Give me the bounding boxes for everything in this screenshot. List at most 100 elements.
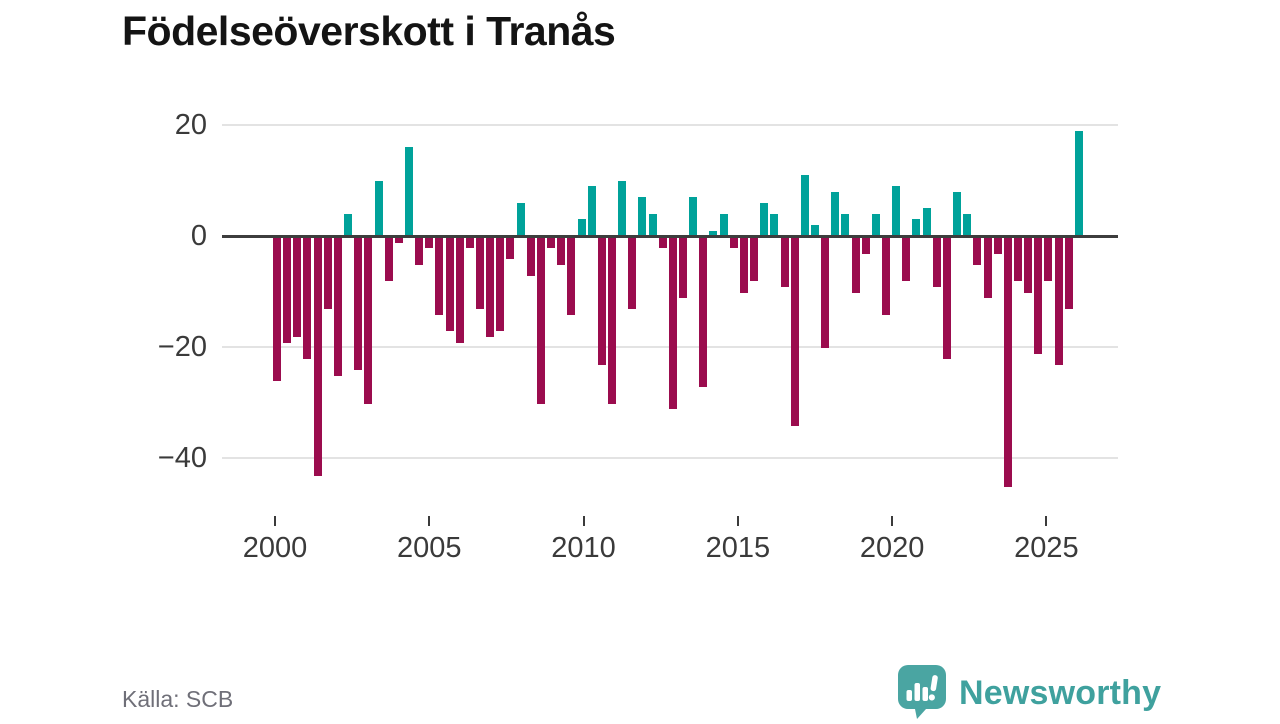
bar (547, 236, 556, 249)
bar (607, 236, 616, 404)
bar (597, 236, 606, 365)
page-title: Födelseöverskott i Tranås (122, 8, 616, 54)
bar (770, 213, 779, 237)
x-tick-mark (582, 516, 585, 526)
x-tick-label-2015: 2015 (705, 532, 771, 564)
bar (719, 213, 728, 237)
bar (384, 236, 393, 282)
x-tick-label-2010: 2010 (551, 532, 616, 564)
bar (851, 236, 860, 293)
bar (668, 236, 677, 410)
bar (942, 236, 951, 360)
bar (1054, 236, 1063, 365)
bar (932, 236, 941, 288)
bar (993, 236, 1002, 254)
bar (882, 236, 890, 315)
bar (557, 236, 566, 265)
x-tick-mark (736, 516, 739, 526)
bar (750, 236, 759, 282)
bar (516, 202, 525, 237)
bar (1074, 130, 1083, 237)
x-tick-mark (428, 516, 431, 526)
bar (394, 236, 403, 243)
brand-footer: Newsworthy (896, 663, 1161, 724)
bar (1044, 236, 1053, 282)
y-tick-label: −20 (157, 331, 207, 364)
bar (455, 236, 464, 343)
bar (800, 175, 809, 237)
bar (618, 180, 627, 237)
bar (313, 236, 322, 476)
bar (354, 236, 363, 371)
bar (1003, 236, 1012, 487)
source-note: Källa: SCB (122, 686, 234, 712)
y-tick-label: 0 (190, 220, 207, 253)
bar (831, 191, 840, 237)
bar (333, 236, 342, 376)
bar (577, 219, 586, 237)
bar (425, 236, 434, 249)
bar (486, 236, 495, 337)
bar (323, 236, 332, 310)
bar (648, 213, 657, 237)
speech-bubble-shape (898, 665, 946, 719)
bar (415, 236, 424, 265)
brand-name: Newsworthy (959, 674, 1162, 712)
bar (1034, 236, 1043, 354)
bar (536, 236, 545, 404)
bar (821, 236, 830, 349)
bar (364, 236, 373, 404)
bar-series (272, 114, 1084, 502)
bar (1013, 236, 1022, 282)
x-tick-mark (274, 516, 276, 526)
bar (1064, 236, 1073, 310)
bar (1024, 236, 1033, 293)
bar (780, 236, 789, 288)
bar (344, 213, 353, 237)
bar (902, 236, 911, 282)
bar (810, 225, 819, 237)
bar (445, 236, 454, 332)
bar (658, 236, 667, 249)
gridline-20 (222, 124, 1118, 127)
x-tick-mark (1045, 516, 1048, 526)
bar (729, 236, 738, 249)
bar (963, 213, 972, 237)
bar (973, 236, 982, 265)
bar (699, 236, 708, 387)
mini-bar-chart-glyph (906, 675, 938, 701)
y-tick-label: −40 (157, 442, 207, 475)
bar-chart-plot-area (222, 114, 1118, 502)
bar (283, 236, 292, 343)
x-tick-label-2005: 2005 (397, 532, 462, 564)
bar (404, 147, 413, 237)
bar (861, 236, 870, 254)
bar (465, 236, 474, 249)
bar (293, 236, 302, 337)
bar (709, 230, 718, 237)
bar (476, 236, 484, 310)
x-tick-mark (891, 516, 894, 526)
y-axis-labels: 20 0 −20 −40 (132, 109, 207, 502)
bar (374, 180, 383, 237)
gridline--40 (222, 457, 1118, 460)
bar (303, 236, 312, 360)
bar (841, 213, 850, 237)
exclamation-glyph (928, 675, 938, 701)
bar (953, 191, 962, 237)
bar (496, 236, 505, 332)
bar (760, 202, 769, 237)
bar (689, 197, 698, 237)
bar (506, 236, 515, 260)
bar (567, 236, 576, 315)
bar (912, 219, 921, 237)
bar (922, 208, 931, 237)
bar (790, 236, 799, 426)
x-tick-label-2025: 2025 (1014, 532, 1079, 564)
bar (983, 236, 992, 299)
zero-baseline (222, 234, 1118, 238)
bar (679, 236, 687, 299)
bar (638, 197, 647, 237)
bar (435, 236, 444, 315)
y-tick-label: 20 (174, 109, 207, 142)
